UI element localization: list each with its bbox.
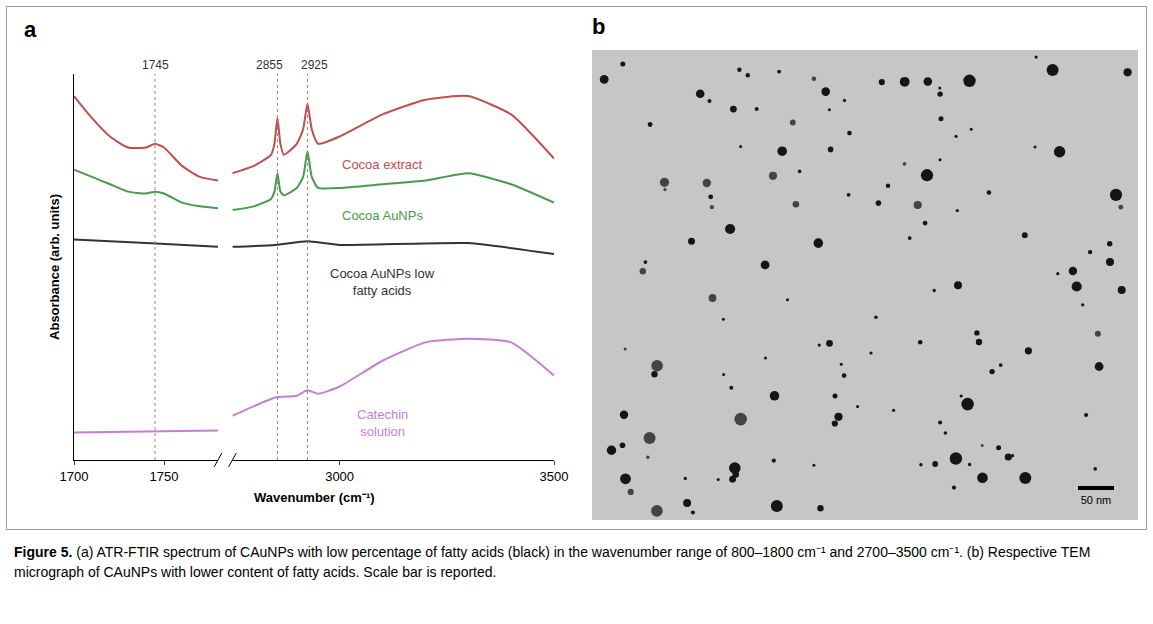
svg-text:50 nm: 50 nm [1081,494,1112,506]
svg-text:a: a [24,17,37,42]
svg-text:2925: 2925 [301,58,328,72]
svg-text:Cocoa AuNPs: Cocoa AuNPs [342,208,423,223]
svg-text:3000: 3000 [325,469,354,484]
svg-text:Wavenumber (cm⁻¹): Wavenumber (cm⁻¹) [254,490,375,505]
svg-text:Absorbance (arb. units): Absorbance (arb. units) [47,194,62,340]
svg-text:1745: 1745 [142,58,169,72]
html-text:b: b [592,14,606,39]
svg-text:3500: 3500 [540,469,569,484]
svg-text:Cocoa extract: Cocoa extract [342,157,423,172]
svg-text:Cocoa AuNPs lowfatty acids: Cocoa AuNPs lowfatty acids [330,266,435,298]
svg-text:1750: 1750 [150,469,179,484]
svg-text:1700: 1700 [60,469,89,484]
html-text:Figure 5. (a) ATR-FTIR spectru: Figure 5. (a) ATR-FTIR spectrum of CAuNP… [14,544,1091,580]
svg-text:2855: 2855 [256,58,283,72]
svg-text:Catechinsolution: Catechinsolution [357,407,408,439]
